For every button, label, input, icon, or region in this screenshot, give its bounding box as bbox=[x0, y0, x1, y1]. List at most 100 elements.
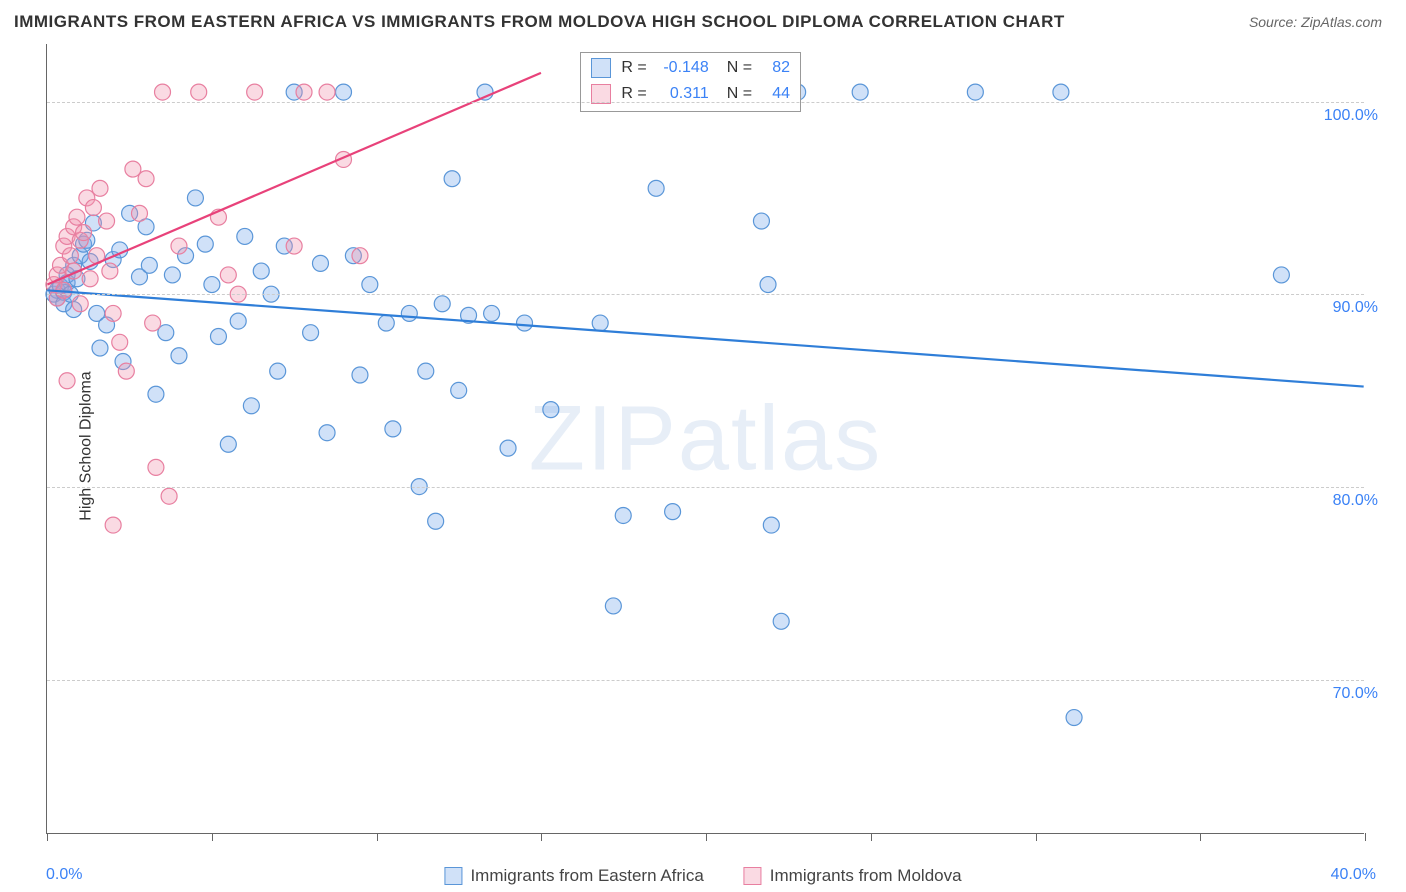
point-series1 bbox=[753, 213, 769, 229]
stats-swatch-0 bbox=[591, 58, 611, 78]
legend-label-series1: Immigrants from Eastern Africa bbox=[470, 866, 703, 886]
legend-label-series2: Immigrants from Moldova bbox=[770, 866, 962, 886]
legend: Immigrants from Eastern Africa Immigrant… bbox=[444, 866, 961, 886]
point-series1 bbox=[444, 171, 460, 187]
chart-title: IMMIGRANTS FROM EASTERN AFRICA VS IMMIGR… bbox=[14, 12, 1065, 32]
stats-r-label-0: R = bbox=[621, 55, 646, 81]
legend-item-series1: Immigrants from Eastern Africa bbox=[444, 866, 703, 886]
gridline-y-80 bbox=[47, 487, 1364, 488]
point-series1 bbox=[352, 367, 368, 383]
point-series1 bbox=[319, 425, 335, 441]
point-series2 bbox=[62, 248, 78, 264]
point-series2 bbox=[72, 296, 88, 312]
point-series2 bbox=[131, 205, 147, 221]
point-series1 bbox=[303, 325, 319, 341]
point-series2 bbox=[161, 488, 177, 504]
point-series2 bbox=[148, 459, 164, 475]
point-series2 bbox=[155, 84, 171, 100]
x-tick-35 bbox=[1200, 833, 1201, 841]
point-series1 bbox=[401, 305, 417, 321]
point-series1 bbox=[171, 348, 187, 364]
x-tick-30 bbox=[1036, 833, 1037, 841]
x-tick-15 bbox=[541, 833, 542, 841]
point-series1 bbox=[270, 363, 286, 379]
point-series1 bbox=[1053, 84, 1069, 100]
y-tick-label-80: 80.0% bbox=[1333, 492, 1378, 510]
stats-r-value-1: 0.311 bbox=[657, 81, 709, 107]
point-series2 bbox=[59, 373, 75, 389]
point-series1 bbox=[253, 263, 269, 279]
point-series1 bbox=[312, 255, 328, 271]
point-series1 bbox=[665, 504, 681, 520]
point-series1 bbox=[773, 613, 789, 629]
point-series2 bbox=[286, 238, 302, 254]
point-series1 bbox=[418, 363, 434, 379]
stats-row-1: R =0.311N =44 bbox=[591, 81, 790, 107]
x-tick-40 bbox=[1365, 833, 1366, 841]
point-series1 bbox=[210, 329, 226, 345]
point-series2 bbox=[92, 180, 108, 196]
stats-n-value-0: 82 bbox=[762, 55, 790, 81]
point-series2 bbox=[105, 305, 121, 321]
x-tick-10 bbox=[377, 833, 378, 841]
point-series2 bbox=[85, 200, 101, 216]
point-series2 bbox=[112, 334, 128, 350]
point-series2 bbox=[105, 517, 121, 533]
point-series1 bbox=[237, 228, 253, 244]
x-tick-0 bbox=[47, 833, 48, 841]
point-series1 bbox=[760, 277, 776, 293]
point-series2 bbox=[171, 238, 187, 254]
point-series1 bbox=[763, 517, 779, 533]
stats-n-value-1: 44 bbox=[762, 81, 790, 107]
legend-item-series2: Immigrants from Moldova bbox=[744, 866, 962, 886]
point-series1 bbox=[517, 315, 533, 331]
point-series2 bbox=[220, 267, 236, 283]
point-series2 bbox=[145, 315, 161, 331]
point-series2 bbox=[102, 263, 118, 279]
point-series2 bbox=[296, 84, 312, 100]
point-series1 bbox=[967, 84, 983, 100]
point-series1 bbox=[197, 236, 213, 252]
point-series1 bbox=[336, 84, 352, 100]
gridline-y-70 bbox=[47, 680, 1364, 681]
point-series1 bbox=[428, 513, 444, 529]
y-tick-label-100: 100.0% bbox=[1324, 107, 1378, 125]
point-series1 bbox=[434, 296, 450, 312]
point-series1 bbox=[852, 84, 868, 100]
point-series2 bbox=[138, 171, 154, 187]
source-attribution: Source: ZipAtlas.com bbox=[1249, 14, 1382, 30]
point-series1 bbox=[141, 257, 157, 273]
stats-r-value-0: -0.148 bbox=[657, 55, 709, 81]
point-series1 bbox=[230, 313, 246, 329]
legend-swatch-series1 bbox=[444, 867, 462, 885]
point-series2 bbox=[118, 363, 134, 379]
x-tick-5 bbox=[212, 833, 213, 841]
point-series1 bbox=[592, 315, 608, 331]
point-series1 bbox=[385, 421, 401, 437]
point-series1 bbox=[451, 382, 467, 398]
x-axis-max-label: 40.0% bbox=[1331, 866, 1376, 884]
point-series1 bbox=[220, 436, 236, 452]
chart-plot-area: ZIPatlas R =-0.148N =82R =0.311N =44 bbox=[46, 44, 1364, 834]
point-series2 bbox=[319, 84, 335, 100]
point-series2 bbox=[352, 248, 368, 264]
gridline-y-100 bbox=[47, 102, 1364, 103]
stats-r-label-1: R = bbox=[621, 81, 646, 107]
point-series1 bbox=[484, 305, 500, 321]
y-tick-label-90: 90.0% bbox=[1333, 299, 1378, 317]
point-series1 bbox=[605, 598, 621, 614]
point-series1 bbox=[648, 180, 664, 196]
point-series2 bbox=[69, 209, 85, 225]
stats-n-label-0: N = bbox=[727, 55, 752, 81]
point-series1 bbox=[615, 507, 631, 523]
point-series1 bbox=[1273, 267, 1289, 283]
point-series1 bbox=[204, 277, 220, 293]
gridline-y-90 bbox=[47, 294, 1364, 295]
point-series2 bbox=[247, 84, 263, 100]
point-series1 bbox=[500, 440, 516, 456]
point-series2 bbox=[82, 271, 98, 287]
point-series1 bbox=[1066, 710, 1082, 726]
x-tick-25 bbox=[871, 833, 872, 841]
point-series1 bbox=[378, 315, 394, 331]
legend-swatch-series2 bbox=[744, 867, 762, 885]
